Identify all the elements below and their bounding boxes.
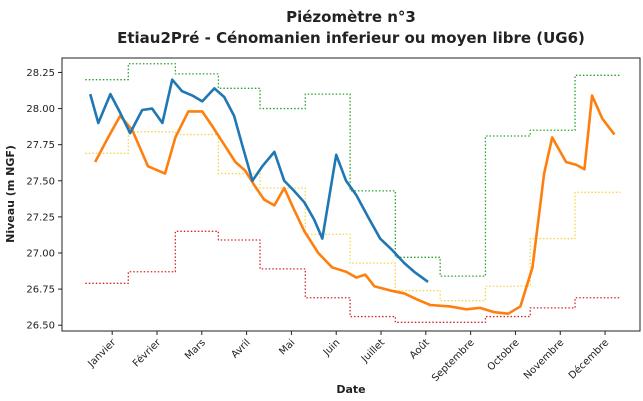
y-tick-label: 27.25 (26, 212, 55, 223)
y-tick-label: 28.25 (26, 68, 55, 79)
x-tick-label: Janvier (86, 337, 119, 370)
chart-subtitle: Etiau2Pré - Cénomanien inferieur ou moye… (117, 29, 585, 47)
plot-frame (61, 57, 641, 332)
y-tick-label: 27.50 (26, 176, 55, 187)
y-tick-label: 26.50 (26, 321, 55, 332)
line (88, 78, 429, 283)
x-tick-label: Mai (277, 337, 297, 357)
y-tick-label: 28.00 (26, 104, 55, 115)
y-tick-label: 26.75 (26, 285, 55, 296)
step-line (85, 131, 621, 302)
y-tick-label: 27.00 (26, 249, 55, 260)
x-tick-label: Juin (321, 337, 343, 359)
y-axis-label: Niveau (m NGF) (4, 145, 17, 243)
x-axis-label: Date (336, 383, 365, 396)
chart-title: Piézomètre n°3 (286, 8, 416, 26)
x-tick-label: Novembre (522, 337, 566, 381)
x-tick-label: Octobre (486, 337, 522, 373)
y-tick-label: 27.75 (26, 140, 55, 151)
x-tick-label: Février (130, 336, 163, 369)
x-tick-label: Mars (183, 337, 208, 362)
x-tick-label: Décembre (566, 337, 611, 382)
x-tick-label: Juillet (359, 337, 387, 365)
line (94, 94, 616, 315)
x-tick-label: Septembre (430, 337, 477, 384)
x-tick-label: Août (407, 337, 432, 362)
x-tick-label: Avril (229, 337, 252, 360)
